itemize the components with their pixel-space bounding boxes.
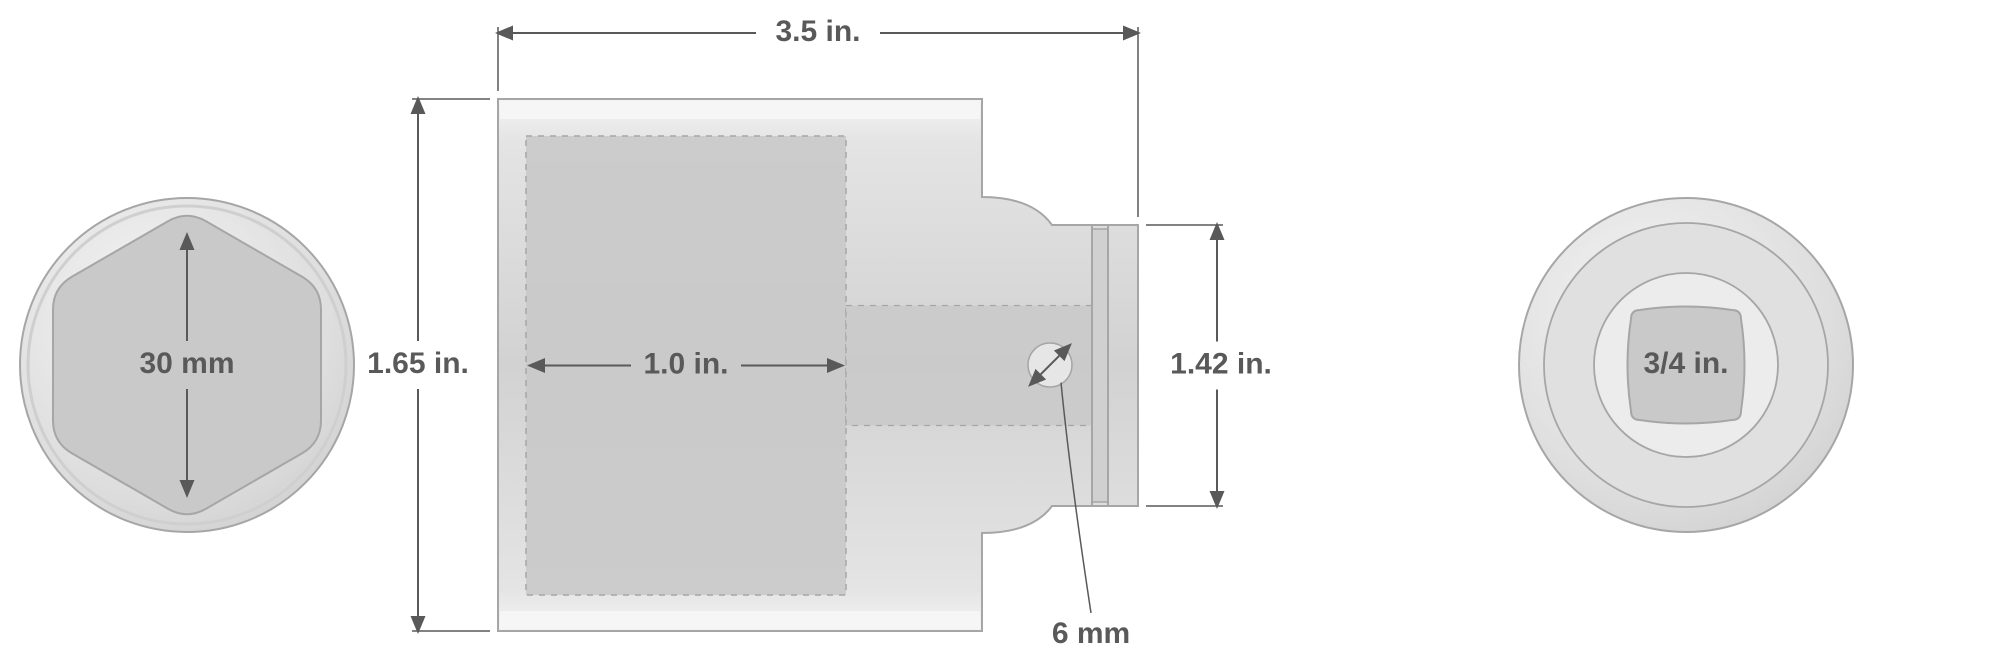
pinhole-label: 6 mm xyxy=(1052,617,1130,650)
drive-size-label: 3/4 in. xyxy=(1643,347,1728,380)
front-view: 30 mm xyxy=(20,198,354,532)
drive-height-label: 1.42 in. xyxy=(1170,347,1272,380)
socket-spec-diagram: 30 mm 3.5 in. 1.65 in. 1.0 in. 1.42 in. 6 mm… xyxy=(0,0,1989,659)
side-highlight-top xyxy=(500,101,980,119)
side-highlight-bottom xyxy=(500,611,980,629)
back-view: 3/4 in. xyxy=(1519,198,1853,532)
hex-size-label: 30 mm xyxy=(139,347,234,380)
height-label: 1.65 in. xyxy=(367,347,469,380)
side-view: 3.5 in. 1.65 in. 1.0 in. 1.42 in. 6 mm xyxy=(367,15,1272,650)
retaining-groove xyxy=(1092,229,1108,502)
depth-label: 1.0 in. xyxy=(643,347,728,380)
width-label: 3.5 in. xyxy=(775,15,860,48)
